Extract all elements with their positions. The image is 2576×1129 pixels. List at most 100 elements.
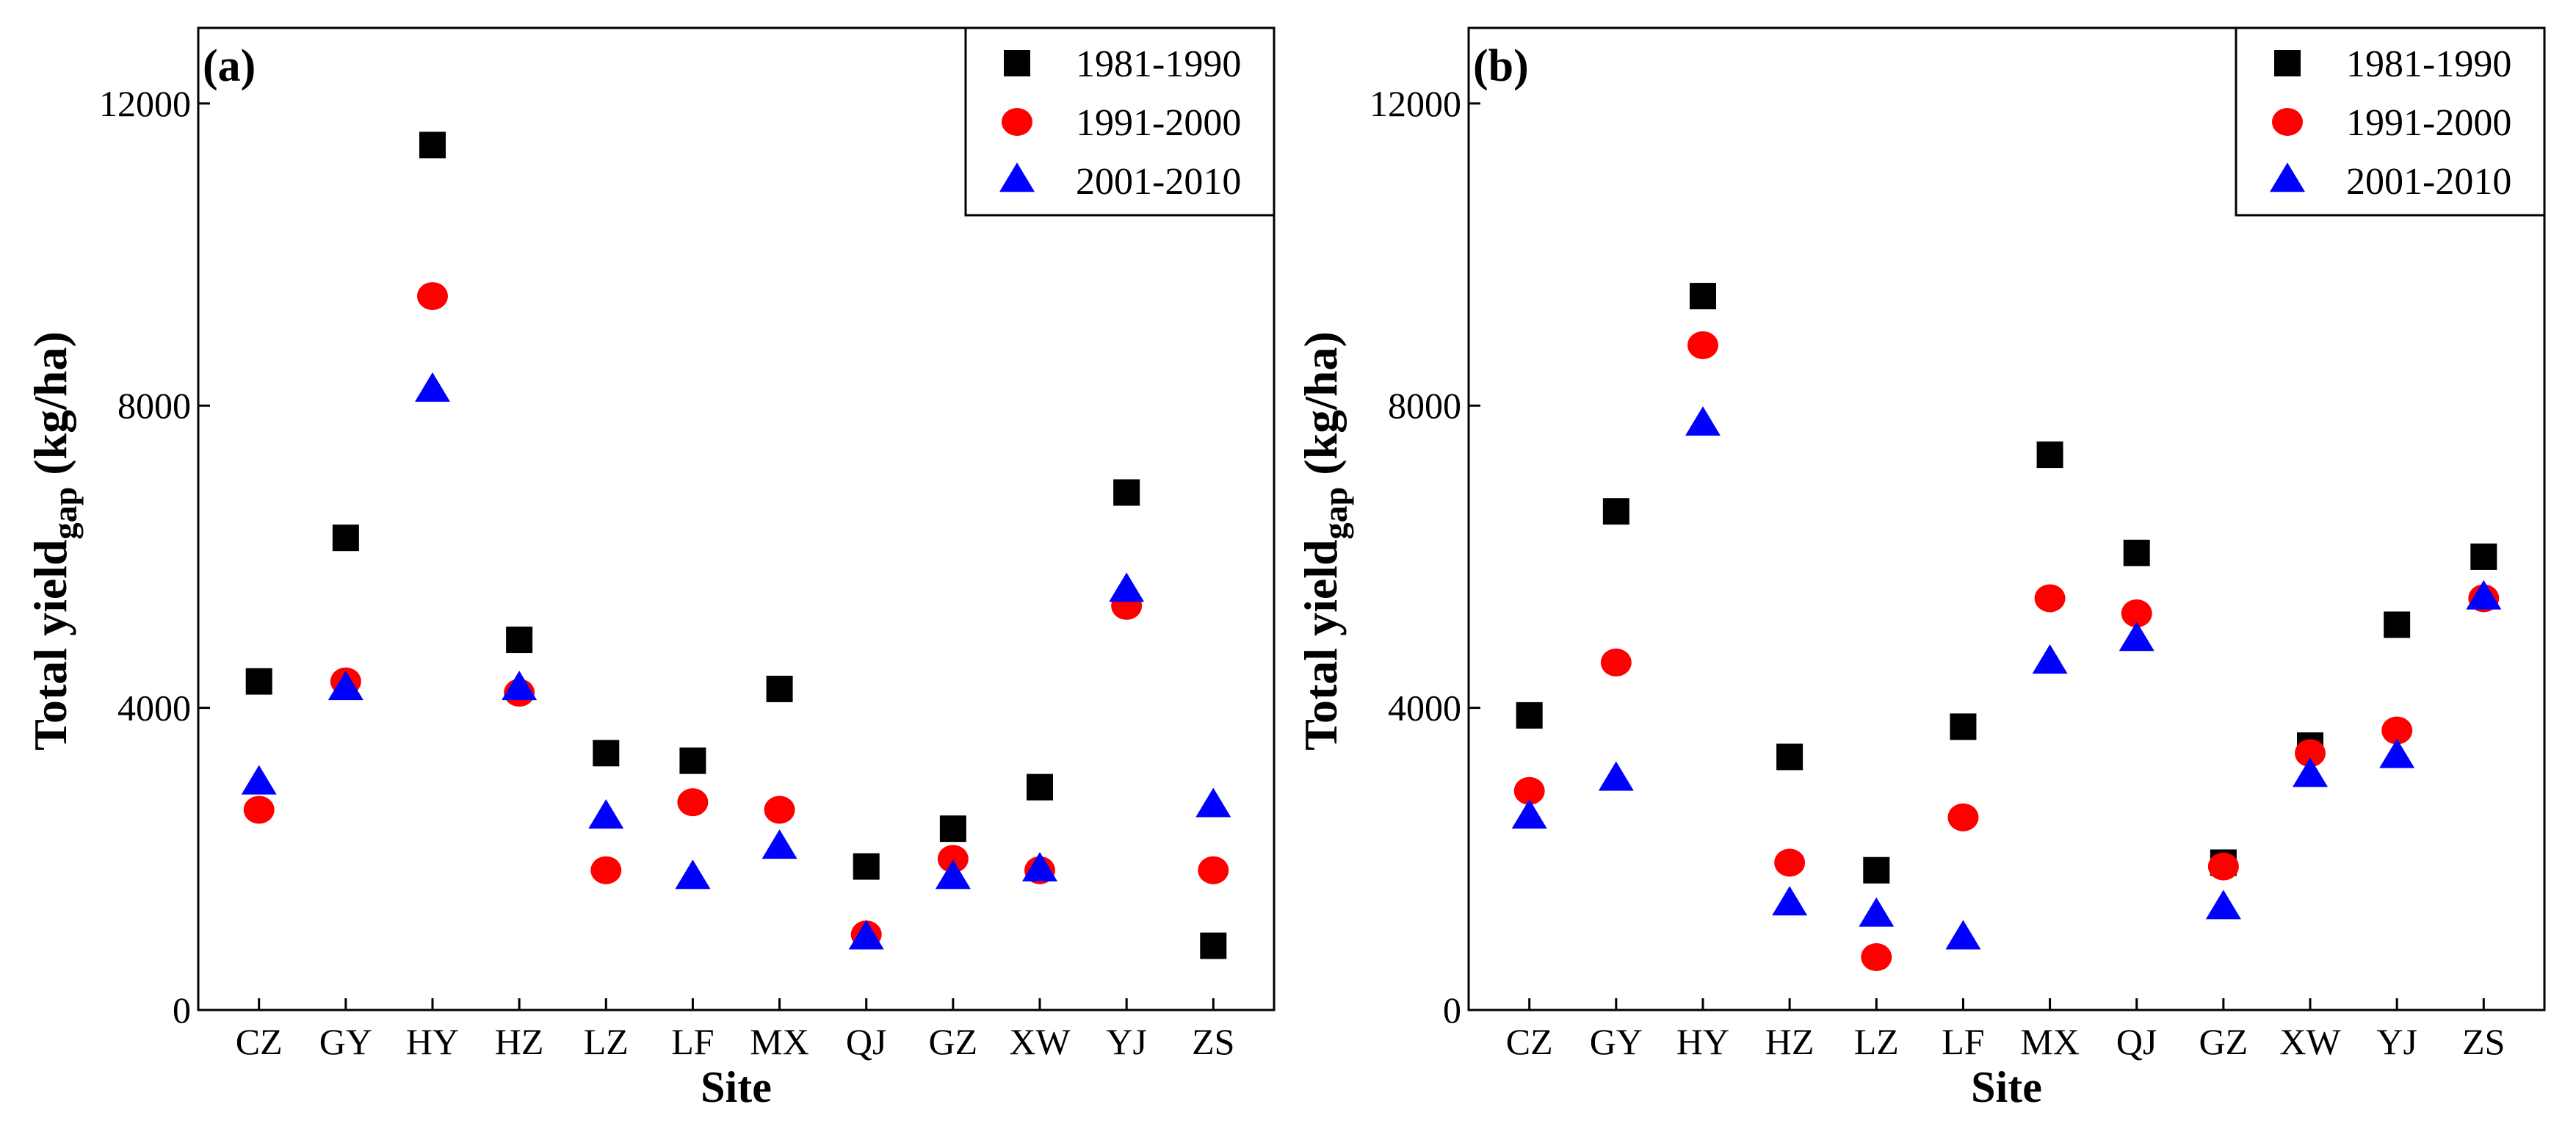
panel-b-xtick-label: ZS — [2462, 1021, 2505, 1062]
panel-a-point-square — [1200, 932, 1227, 959]
panel-a-xtick-label: LF — [671, 1021, 714, 1062]
panel-b-legend-label: 2001-2010 — [2346, 161, 2511, 203]
panel-b-xaxis-title: Site — [1971, 1063, 2042, 1111]
panel-a-series-1981-1990 — [245, 131, 1227, 959]
panel-b-point-circle — [2121, 599, 2152, 628]
panel-b-ytick-label: 12000 — [1370, 83, 1461, 124]
panel-a-point-triangle — [241, 765, 277, 795]
panel-b-series-2001-2010 — [1511, 406, 2502, 950]
panel-b-ytick-label: 0 — [1443, 989, 1461, 1031]
panel-a-xtick-label: GZ — [929, 1021, 978, 1062]
panel-b-point-circle — [1687, 331, 1718, 359]
panel-a-point-triangle — [1022, 851, 1058, 881]
panel-a-point-square — [679, 747, 706, 774]
panel-b-yaxis-title-units: (kg/ha) — [1295, 331, 1347, 487]
panel-a-point-square — [419, 131, 446, 159]
panel-a-yaxis-title-units: (kg/ha) — [24, 331, 76, 487]
panel-a-point-triangle — [848, 920, 884, 950]
panel-b-point-triangle — [1945, 920, 1981, 950]
panel-a-yaxis-title-sub: gap — [46, 487, 84, 540]
panel-a-point-circle — [590, 856, 622, 884]
panel-b-point-triangle — [2032, 644, 2068, 674]
panel-a-xtick-label: HY — [406, 1021, 459, 1062]
panel-a-point-triangle — [502, 671, 538, 701]
panel-a-xtick-label: LZ — [584, 1021, 629, 1062]
panel-a-point-square — [1027, 773, 1054, 801]
panel-a-point-square — [506, 627, 533, 654]
panel-a-point-square — [593, 740, 620, 767]
panel-a-point-circle — [243, 796, 275, 824]
panel-a-legend-label: 2001-2010 — [1076, 161, 1241, 203]
panel-a-yaxis-title: Total yieldgap (kg/ha) — [24, 331, 84, 751]
panel-b-point-triangle — [1859, 897, 1895, 927]
panel-b-legend: 1981-1990 1991-2000 2001-2010 — [2235, 26, 2546, 217]
panel-b-point-square — [2384, 611, 2411, 638]
panel-a-xtick-label: GY — [319, 1021, 372, 1062]
panel-b-ytick-label: 4000 — [1388, 688, 1461, 729]
panel-b-tag: (b) — [1473, 41, 1529, 91]
panel-b-point-triangle — [2466, 580, 2502, 610]
panel-a-legend-marker-circle — [1002, 108, 1032, 136]
panel-b-xtick-label: HZ — [1765, 1021, 1815, 1062]
panel-a-point-triangle — [414, 372, 450, 402]
panel-a-point-square — [853, 853, 880, 880]
panel-b-xtick-label: HY — [1676, 1021, 1729, 1062]
panel-b-point-square — [1776, 743, 1803, 771]
panel-b-point-triangle — [2205, 890, 2241, 920]
panel-b-xtick-label: YJ — [2376, 1021, 2417, 1062]
panel-b-legend-marker-circle — [2272, 108, 2303, 136]
panel-b-yaxis-title: Total yieldgap (kg/ha) — [1295, 331, 1354, 751]
panel-a-ytick-label: 4000 — [117, 688, 191, 729]
panel-a-legend-label: 1991-2000 — [1076, 102, 1241, 144]
panel-b-plot-frame — [1467, 26, 2546, 1011]
panel-b-point-square — [2036, 441, 2063, 469]
panel-a: 0 4000 8000 12000 CZ GY HY HZ LZ LF MX QJ GZ XW YJ ZS Si… — [24, 26, 1276, 1111]
panel-a-point-triangle — [1195, 787, 1231, 818]
panel-a-ytick-label: 12000 — [99, 83, 191, 124]
panel-b-point-square — [1516, 701, 1543, 729]
panel-a-point-square — [939, 815, 966, 843]
panel-b-point-triangle — [2119, 621, 2154, 652]
panel-b-point-triangle — [1685, 406, 1721, 436]
panel-a-xtick-label: CZ — [236, 1021, 283, 1062]
panel-a-point-circle — [937, 845, 969, 873]
panel-a-point-triangle — [588, 798, 624, 829]
panel-b-point-square — [1689, 283, 1716, 310]
panel-b: 0 4000 8000 12000 CZ GY HY HZ LZ LF MX QJ GZ XW YJ ZS Si… — [1295, 26, 2546, 1111]
panel-a-ytick-label: 0 — [173, 989, 191, 1031]
panel-a-legend: 1981-1990 1991-2000 2001-2010 — [964, 26, 1276, 217]
panel-b-point-square — [1602, 498, 1629, 525]
panel-a-point-triangle — [761, 829, 797, 859]
panel-a-point-triangle — [935, 859, 971, 890]
panel-a-plot-frame — [197, 26, 1276, 1011]
panel-a-series-1991-2000 — [243, 282, 1229, 949]
panel-b-point-square — [2123, 539, 2150, 566]
panel-a-yaxis-title-main: Total yield — [24, 539, 76, 750]
panel-a-xtick-label: YJ — [1106, 1021, 1147, 1062]
panel-a-xtick-label: HZ — [495, 1021, 544, 1062]
panel-a-point-circle — [764, 796, 795, 824]
panel-b-legend-marker-square — [2274, 50, 2301, 76]
panel-a-xtick-label: ZS — [1192, 1021, 1234, 1062]
panel-b-xtick-label: GY — [1590, 1021, 1643, 1062]
panel-a-point-square — [332, 524, 359, 552]
panel-b-point-circle — [2295, 739, 2326, 768]
panel-a-point-triangle — [675, 859, 711, 890]
panel-a-point-circle — [677, 788, 709, 817]
panel-b-point-circle — [2381, 716, 2413, 745]
panel-a-ytick-label: 8000 — [117, 385, 191, 426]
panel-b-xtick-label: GZ — [2199, 1021, 2248, 1062]
panel-b-legend-label: 1981-1990 — [2346, 43, 2511, 85]
panel-b-point-circle — [1774, 848, 1806, 877]
panel-b-series-1981-1990 — [1516, 283, 2497, 884]
panel-a-point-triangle — [328, 671, 363, 701]
panel-a-xtick-label: XW — [1009, 1021, 1071, 1062]
panel-b-yaxis-title-main: Total yield — [1295, 539, 1347, 750]
panel-b-yaxis-title-sub: gap — [1317, 487, 1354, 540]
panel-a-series-2001-2010 — [241, 372, 1231, 950]
panel-b-point-triangle — [1772, 886, 1808, 916]
panel-b-xtick-label: MX — [2020, 1021, 2080, 1062]
panel-b-point-circle — [1600, 648, 1632, 677]
